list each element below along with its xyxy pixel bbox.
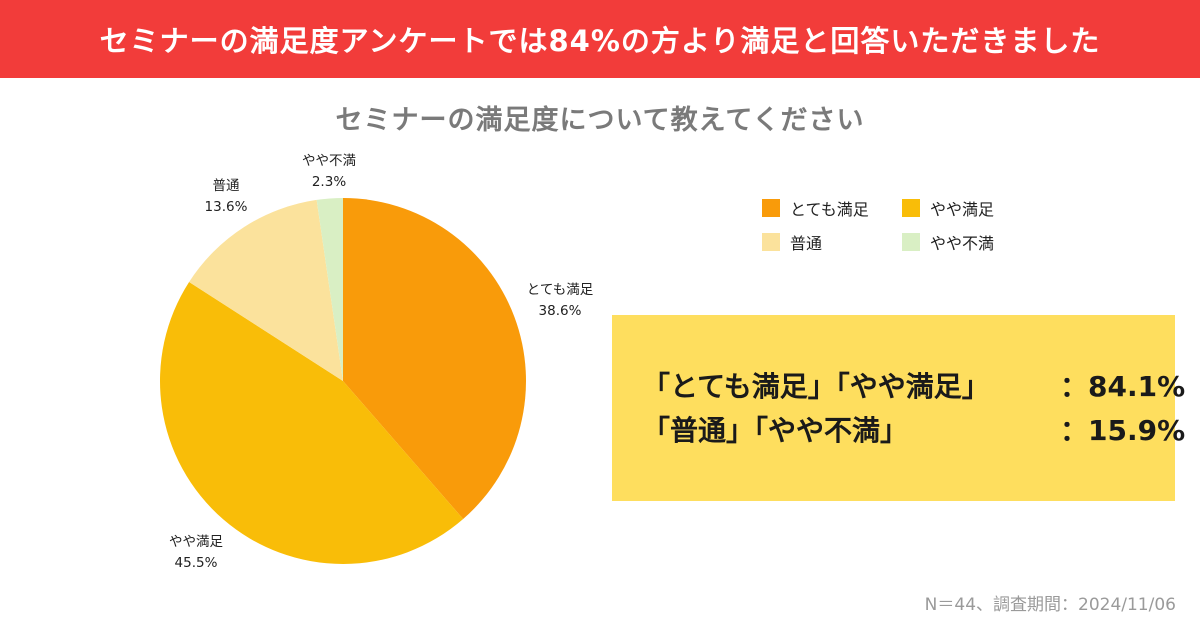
legend-item-3: やや不満: [902, 230, 994, 254]
legend-swatch-2: [762, 233, 780, 251]
header-banner: セミナーの満足度アンケートでは84%の方より満足と回答いただきました: [0, 0, 1200, 78]
pie-slice-3: [316, 198, 343, 381]
slice-label-value-0: 38.6%: [539, 303, 582, 319]
legend-item-0: とても満足: [762, 196, 869, 220]
legend-label-1: やや満足: [930, 200, 995, 219]
summary-row-unsatisfied: 「普通」「やや不満」 ：15.9%: [642, 409, 1185, 449]
pie-slice-0: [343, 198, 526, 520]
slice-label-name-3: やや不満: [302, 153, 356, 169]
summary-row-unsatisfied-value: ：15.9%: [1060, 414, 1186, 447]
summary-row-unsatisfied-label: 「普通」「やや不満」: [642, 414, 909, 447]
slice-label-name-0: とても満足: [527, 282, 594, 298]
legend-label-0: とても満足: [790, 200, 869, 219]
slice-label-name-1: やや満足: [169, 534, 223, 550]
summary-row-satisfied-value: ：84.1%: [1060, 370, 1186, 403]
pie-slice-1: [160, 281, 464, 564]
banner-title: セミナーの満足度アンケートでは84%の方より満足と回答いただきました: [99, 24, 1101, 58]
summary-box: 「とても満足」「やや満足」 ：84.1% 「普通」「やや不満」 ：15.9%: [612, 315, 1185, 501]
legend-item-1: やや満足: [902, 196, 994, 220]
slice-label-name-2: 普通: [213, 178, 240, 194]
slice-label-value-1: 45.5%: [175, 555, 218, 571]
legend-swatch-0: [762, 199, 780, 217]
summary-row-satisfied-label: 「とても満足」「やや満足」: [642, 370, 990, 403]
pie-slice-2: [189, 199, 343, 381]
legend-label-2: 普通: [790, 234, 823, 253]
legend-swatch-3: [902, 233, 920, 251]
slice-label-value-3: 2.3%: [312, 174, 346, 190]
slice-label-value-2: 13.6%: [205, 199, 248, 215]
legend-swatch-1: [902, 199, 920, 217]
legend-item-2: 普通: [762, 230, 822, 254]
legend-label-3: やや不満: [930, 234, 995, 253]
chart-title: セミナーの満足度について教えてください: [335, 105, 865, 136]
summary-row-satisfied: 「とても満足」「やや満足」 ：84.1%: [642, 365, 1185, 405]
survey-footnote: N＝44、調査期間：2024/11/06: [924, 595, 1176, 615]
